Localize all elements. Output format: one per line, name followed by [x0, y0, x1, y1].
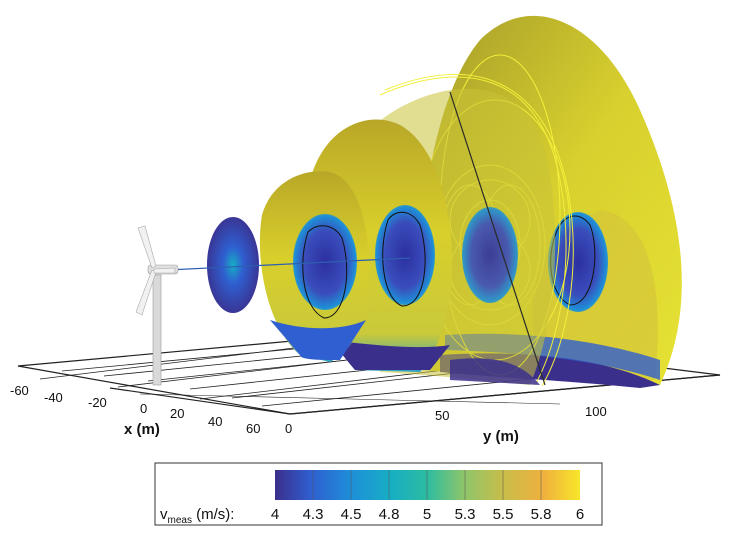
y-tick-label: 100: [585, 404, 607, 419]
colorbar-tick-label: 4.8: [379, 506, 400, 523]
scan-surface-1: [207, 217, 259, 313]
colorbar-ticks: 4 4.3 4.5 4.8 5 5.3 5.5 5.8 6: [271, 506, 584, 523]
x-tick-label: -60: [10, 383, 29, 398]
wind-turbine: [135, 225, 179, 386]
colorbar-dividers: [312, 470, 542, 500]
colorbar-label: vmeas (m/s):: [160, 506, 234, 526]
x-tick-label: -20: [88, 395, 107, 410]
colorbar-tick-label: 5.3: [455, 506, 476, 523]
colorbar-tick-label: 5.8: [531, 506, 552, 523]
colorbar-tick-label: 5: [423, 506, 431, 523]
x-tick-label: 60: [246, 421, 260, 436]
x-axis-ticks: -60 -40 -20 0 20 40 60: [10, 383, 260, 436]
colorbar-tick-label: 6: [576, 506, 584, 523]
y-axis-label: y (m): [483, 428, 519, 445]
x-tick-label: 20: [170, 406, 184, 421]
colorbar-tick-label: 4.5: [341, 506, 362, 523]
colorbar-gradient: [275, 470, 580, 500]
x-axis-label: x (m): [124, 421, 160, 438]
colorbar: vmeas (m/s): 4 4.3 4.5 4.8 5 5.3 5.5 5.8…: [154, 462, 603, 526]
y-axis-ticks: 0 50 100: [285, 404, 607, 436]
y-tick-label: 50: [435, 408, 449, 423]
colorbar-tick-label: 4.3: [303, 506, 324, 523]
scan-surface-2: [259, 171, 369, 362]
x-tick-label: -40: [44, 390, 63, 405]
colorbar-tick-label: 5.5: [493, 506, 514, 523]
colorbar-tick-label: 4: [271, 506, 279, 523]
lidar-beam: [167, 257, 411, 271]
x-tick-label: 0: [140, 401, 147, 416]
y-tick-label: 0: [285, 421, 292, 436]
x-tick-label: 40: [208, 414, 222, 429]
